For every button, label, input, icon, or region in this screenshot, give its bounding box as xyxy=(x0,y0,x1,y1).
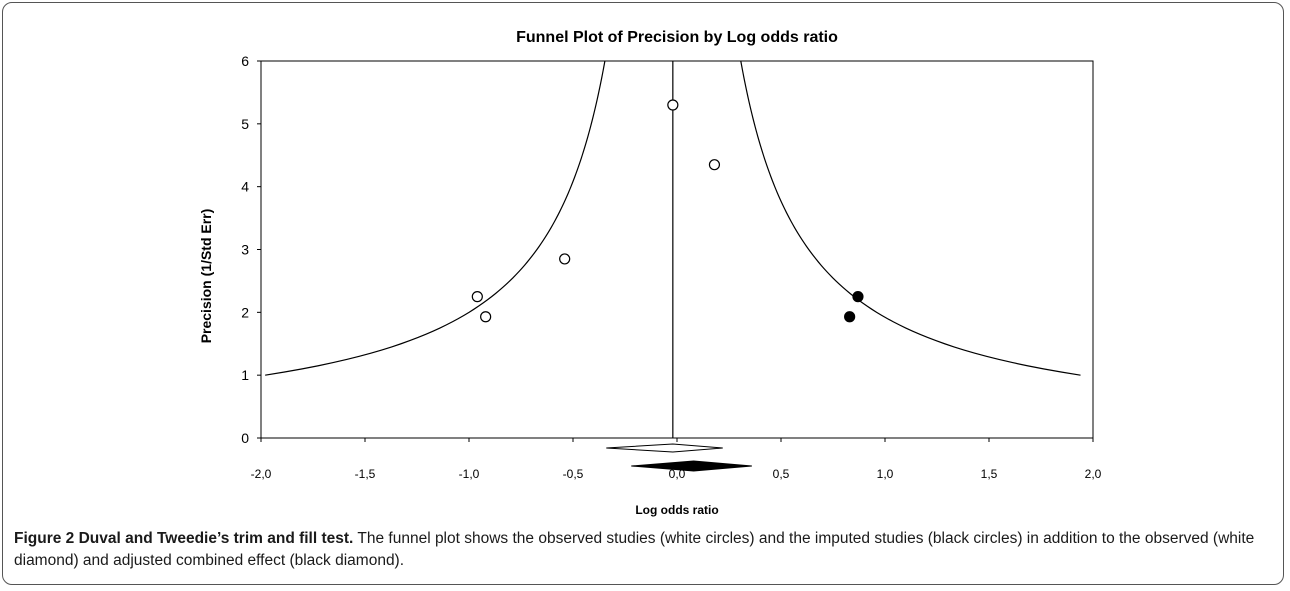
imputed-study-point xyxy=(852,291,864,303)
y-tick-label: 5 xyxy=(241,116,249,132)
imputed-study-point xyxy=(844,311,856,323)
funnel-right-limit xyxy=(740,60,1081,376)
x-tick-label: 2,0 xyxy=(1085,467,1102,481)
chart-title: Funnel Plot of Precision by Log odds rat… xyxy=(516,29,838,46)
x-tick-label: -1,0 xyxy=(459,467,480,481)
y-axis-label: Precision (1/Std Err) xyxy=(198,209,214,344)
observed-effect-diamond xyxy=(606,443,723,453)
x-tick-label: 0,5 xyxy=(773,467,790,481)
plot-area xyxy=(260,60,1094,439)
x-tick-label: 1,0 xyxy=(877,467,894,481)
adjusted-effect-diamond xyxy=(631,460,752,472)
x-tick-label: -2,0 xyxy=(251,467,272,481)
x-tick-label: 1,5 xyxy=(981,467,998,481)
y-tick-label: 0 xyxy=(241,430,249,446)
x-tick-label: -0,5 xyxy=(563,467,584,481)
funnel-plot: Funnel Plot of Precision by Log odds rat… xyxy=(198,29,1102,517)
observed-study-point xyxy=(667,99,679,111)
observed-study-point xyxy=(708,159,721,171)
y-tick-label: 4 xyxy=(241,179,249,195)
observed-study-point xyxy=(471,291,483,303)
caption-text: The funnel plot shows the observed studi… xyxy=(14,530,1255,569)
y-tick-label: 6 xyxy=(241,53,249,69)
y-tick-label: 1 xyxy=(241,367,249,383)
x-axis-label: Log odds ratio xyxy=(635,503,718,517)
funnel-left-limit xyxy=(265,60,606,376)
y-tick-label: 2 xyxy=(241,304,249,320)
observed-study-point xyxy=(559,253,571,265)
y-tick-label: 3 xyxy=(241,242,249,258)
figure-caption: Figure 2 Duval and Tweedie’s trim and fi… xyxy=(14,528,1269,572)
caption-label: Figure 2 Duval and Tweedie’s trim and fi… xyxy=(14,530,354,547)
x-tick-label: -1,5 xyxy=(355,467,376,481)
observed-study-point xyxy=(480,311,492,323)
